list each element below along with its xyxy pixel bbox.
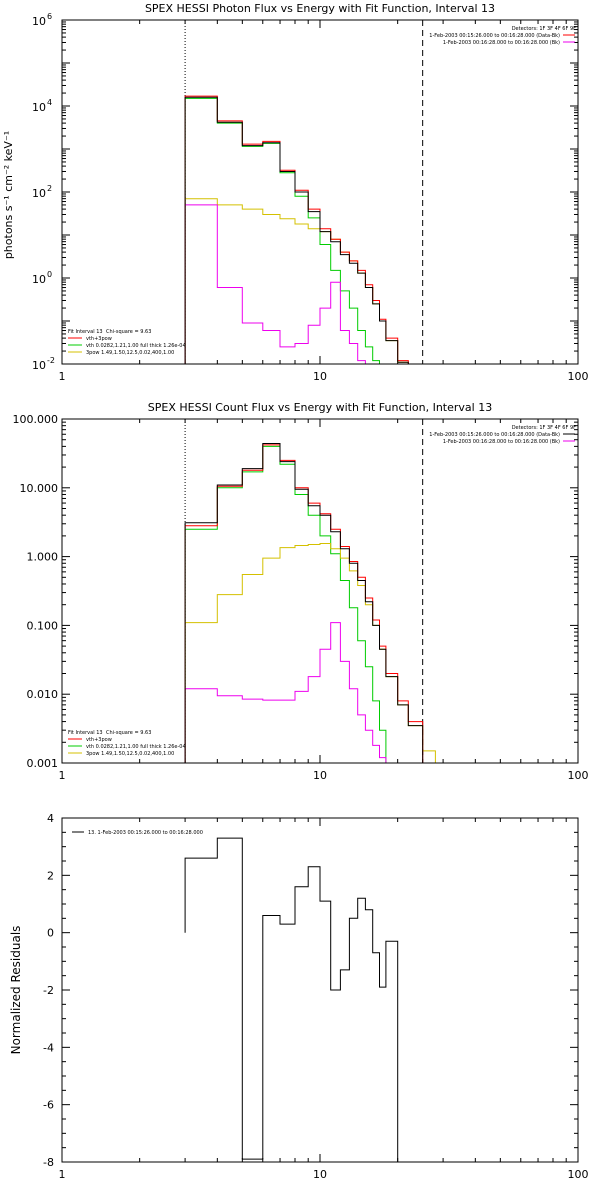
count-flux-xtick-label: 10 bbox=[313, 769, 327, 782]
count-flux-fit-line-2: vth 0.0282,1.21,1.00 full thick 1.26e-04 bbox=[86, 744, 186, 750]
residuals-ytick-label: 4 bbox=[47, 812, 54, 825]
photon-flux-ytick-label: 10 bbox=[32, 15, 46, 28]
count-flux-series-background bbox=[184, 622, 398, 764]
count-flux-series-thermal bbox=[184, 445, 398, 764]
photon-flux-fit-line-2: vth 0.0282,1.21,1.00 full thick 1.26e-04 bbox=[86, 343, 186, 349]
count-flux-legend-time-2: 1-Feb-2003 00:16:28.000 to 00:16:28.000 … bbox=[443, 439, 560, 445]
photon-flux-ytick-exponent: 4 bbox=[47, 98, 52, 107]
photon-flux-plot-area bbox=[61, 19, 579, 365]
photon-flux-series bbox=[184, 20, 436, 365]
photon-flux-series-total bbox=[184, 96, 423, 365]
residuals-ytick-label: -6 bbox=[43, 1099, 54, 1112]
photon-flux-fit-line-3: 3pow 1.49,1.50,12.5,0.02,400,1.00 bbox=[86, 350, 174, 356]
count-flux-series-powerlaw bbox=[184, 543, 436, 763]
photon-flux-ytick-exponent: 0 bbox=[47, 270, 52, 279]
count-flux-xtick-label: 1 bbox=[59, 769, 66, 782]
count-flux-series-data bbox=[184, 444, 424, 763]
residuals-xtick-label: 10 bbox=[313, 1168, 327, 1181]
photon-flux-chi-square: Chi-square = 9.63 bbox=[106, 329, 151, 335]
photon-flux-title: SPEX HESSI Photon Flux vs Energy with Fi… bbox=[145, 2, 495, 15]
photon-flux-xtick-label: 100 bbox=[568, 370, 589, 383]
count-flux-ytick-label: 0.001 bbox=[27, 757, 59, 770]
count-flux-plot-area bbox=[61, 418, 579, 764]
residuals-panel: Normalized Residuals 1 10 100 -8 -6 -4 -2 0 2 4 1… bbox=[9, 812, 589, 1181]
residuals-ytick-label: -4 bbox=[43, 1041, 54, 1054]
photon-flux-ytick-label: 10 bbox=[32, 187, 46, 200]
count-flux-fit-line-3: 3pow 1.49,1.50,12.5,0.02,400,1.00 bbox=[86, 751, 174, 757]
photon-flux-ytick-label: 10 bbox=[32, 359, 46, 372]
residuals-ytick-label: 2 bbox=[47, 869, 54, 882]
photon-flux-ytick-exponent: -2 bbox=[47, 356, 55, 365]
photon-flux-ytick-label: 10 bbox=[32, 273, 46, 286]
count-flux-ticks: 1 10 100 0.001 0.010 0.100 1.000 10.000 100.000 bbox=[13, 413, 589, 782]
residuals-ylabel: Normalized Residuals bbox=[9, 926, 23, 1055]
residuals-ticks: 1 10 100 -8 -6 -4 -2 0 2 4 bbox=[43, 812, 588, 1181]
residuals-ytick-label: -2 bbox=[43, 984, 54, 997]
residuals-xtick-label: 100 bbox=[568, 1168, 589, 1181]
photon-flux-xtick-label: 1 bbox=[59, 370, 66, 383]
photon-flux-fit-interval: Fit Interval 13 bbox=[68, 329, 103, 335]
count-flux-legend-time-1: 1-Feb-2003 00:15:26.000 to 00:16:28.000 … bbox=[429, 432, 560, 438]
count-flux-fit-line-1: vth+3pow bbox=[86, 737, 112, 743]
photon-flux-legend-time-1: 1-Feb-2003 00:15:26.000 to 00:16:28.000 … bbox=[429, 33, 560, 39]
photon-flux-ytick-exponent: 2 bbox=[47, 184, 52, 193]
count-flux-fit-interval: Fit Interval 13 bbox=[68, 730, 103, 736]
count-flux-ytick-label: 1.000 bbox=[27, 551, 59, 564]
photon-flux-ytick-exponent: 6 bbox=[47, 12, 52, 21]
count-flux-ytick-label: 0.010 bbox=[27, 688, 59, 701]
photon-flux-xtick-label: 10 bbox=[313, 370, 327, 383]
photon-flux-series-thermal bbox=[184, 97, 386, 365]
residuals-legend-label: 13. 1-Feb-2003 00:15:26.000 to 00:16:28.… bbox=[88, 830, 203, 836]
count-flux-series bbox=[184, 419, 436, 764]
count-flux-series-total bbox=[184, 443, 424, 763]
count-flux-ytick-label: 100.000 bbox=[13, 413, 59, 426]
residuals-ytick-label: 0 bbox=[47, 927, 54, 940]
photon-flux-detectors-label: Detectors: 1F 3F 4F 6F 9F bbox=[512, 26, 576, 32]
count-flux-chi-square: Chi-square = 9.63 bbox=[106, 730, 151, 736]
count-flux-ytick-label: 0.100 bbox=[27, 619, 59, 632]
residuals-plot-area bbox=[61, 817, 579, 1163]
photon-flux-ytick-label: 10 bbox=[32, 101, 46, 114]
count-flux-panel: SPEX HESSI Count Flux vs Energy with Fit… bbox=[13, 401, 589, 782]
photon-flux-ylabel: photons s⁻¹ cm⁻² keV⁻¹ bbox=[2, 131, 15, 259]
count-flux-title: SPEX HESSI Count Flux vs Energy with Fit… bbox=[148, 401, 492, 414]
photon-flux-series-data bbox=[184, 95, 423, 365]
residuals-xtick-label: 1 bbox=[59, 1168, 66, 1181]
residuals-series bbox=[184, 837, 399, 1162]
photon-flux-panel: SPEX HESSI Photon Flux vs Energy with Fi… bbox=[2, 2, 589, 383]
residuals-ytick-label: -8 bbox=[43, 1156, 54, 1169]
residuals-series-total bbox=[184, 837, 399, 1162]
count-flux-ytick-label: 10.000 bbox=[20, 482, 59, 495]
photon-flux-legend-time-2: 1-Feb-2003 00:16:28.000 to 00:16:28.000 … bbox=[443, 40, 560, 46]
count-flux-detectors-label: Detectors: 1F 3F 4F 6F 9F bbox=[512, 425, 576, 431]
count-flux-xtick-label: 100 bbox=[568, 769, 589, 782]
photon-flux-fit-line-1: vth+3pow bbox=[86, 336, 112, 342]
